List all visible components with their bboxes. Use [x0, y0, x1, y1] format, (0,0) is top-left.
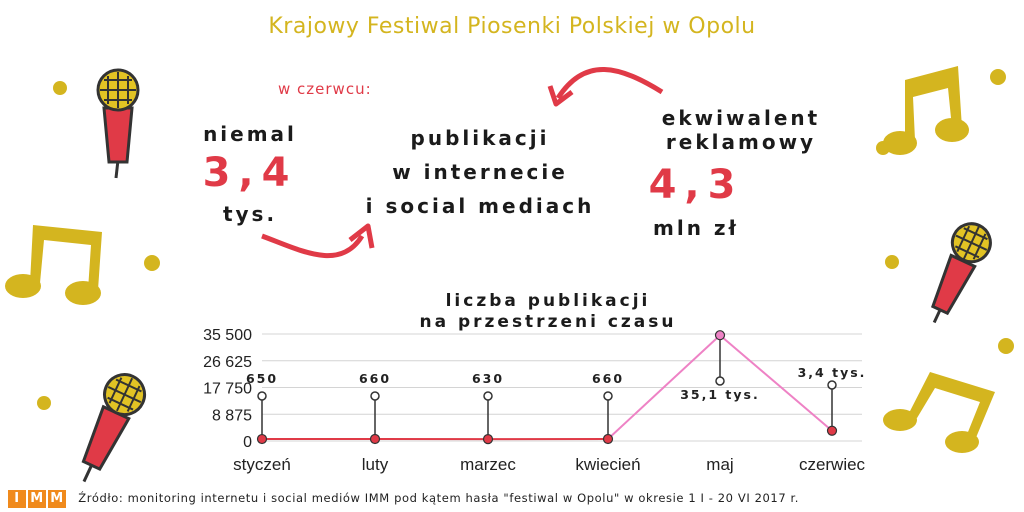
music-note-icon — [5, 225, 102, 305]
center-line3: i social mediach — [365, 194, 595, 218]
data-point — [369, 433, 381, 445]
music-note-icon — [883, 372, 995, 453]
dot — [37, 396, 51, 410]
chart-title: liczba publikacji — [446, 291, 651, 311]
dot — [998, 338, 1014, 354]
data-label: 650 — [246, 371, 278, 386]
data-label: 660 — [359, 371, 391, 386]
x-tick-label: marzec — [460, 455, 516, 474]
data-label: 3,4 tys. — [798, 365, 867, 380]
callout-dot — [603, 391, 613, 401]
right-unit: mln zł — [653, 216, 739, 240]
page-title: Krajowy Festiwal Piosenki Polskiej w Opo… — [268, 14, 756, 39]
left-value: 3,4 — [202, 150, 298, 196]
microphone-icon — [930, 222, 992, 324]
y-tick-label: 8 875 — [212, 407, 252, 424]
left-unit: tys. — [222, 202, 278, 226]
curved-arrow-icon — [261, 223, 375, 259]
imm-logo-letter: M — [48, 490, 66, 508]
microphone-icon — [96, 68, 140, 179]
right-line2: reklamowy — [665, 130, 817, 154]
music-note-icon — [883, 66, 969, 155]
center-line2: w internecie — [392, 160, 568, 184]
data-label: 35,1 tys. — [680, 387, 760, 402]
dot — [144, 255, 160, 271]
x-tick-label: czerwiec — [799, 455, 866, 474]
callout-dot — [257, 391, 267, 401]
chart-title: na przestrzeni czasu — [419, 312, 676, 332]
source-text: Źródło: monitoring internetu i social me… — [78, 491, 800, 505]
center-line1: publikacji — [410, 126, 550, 150]
x-tick-label: kwiecień — [575, 455, 640, 474]
y-tick-label: 0 — [243, 434, 252, 451]
dot — [53, 81, 67, 95]
x-tick-label: styczeń — [233, 455, 291, 474]
imm-logo-letter: M — [28, 490, 46, 508]
callout-dot — [483, 391, 493, 401]
x-tick-label: luty — [362, 455, 389, 474]
left-line1: niemal — [203, 122, 297, 146]
data-label: 660 — [592, 371, 624, 386]
dot — [990, 69, 1006, 85]
dot — [885, 255, 899, 269]
data-point — [602, 433, 614, 445]
data-point — [482, 434, 494, 445]
callout-dot — [370, 391, 380, 401]
callout-dot — [827, 380, 837, 390]
data-label: 630 — [472, 371, 504, 386]
x-tick-label: maj — [706, 455, 733, 474]
callout-dot — [715, 376, 725, 386]
data-point — [714, 330, 726, 341]
y-tick-label: 26 625 — [203, 354, 252, 371]
data-point — [826, 425, 838, 436]
june-label: w czerwcu: — [278, 80, 372, 98]
series-line — [719, 334, 833, 432]
y-tick-label: 17 750 — [203, 381, 252, 398]
y-tick-label: 35 500 — [203, 327, 252, 344]
series-line — [607, 334, 721, 440]
imm-logo-letter: I — [8, 490, 26, 508]
microphone-icon — [81, 373, 147, 483]
curved-arrow-icon — [547, 67, 664, 107]
right-line1: ekwiwalent — [661, 106, 821, 130]
right-value: 4,3 — [648, 162, 744, 208]
data-point — [256, 433, 268, 445]
